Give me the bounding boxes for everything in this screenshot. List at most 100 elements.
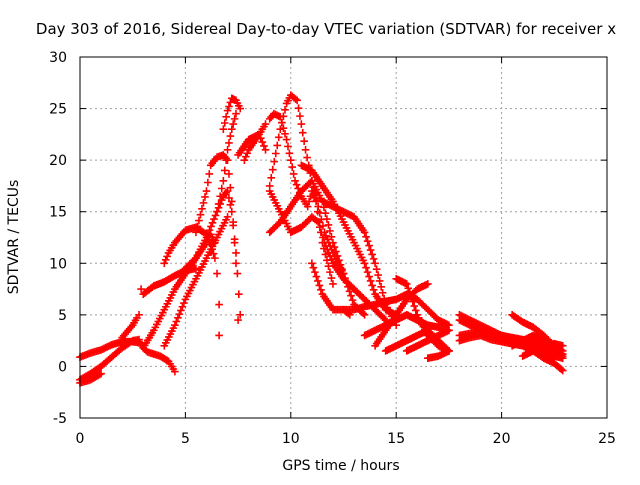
data-series (76, 369, 105, 387)
data-point-plus-marker (377, 283, 385, 291)
data-series (265, 187, 390, 324)
data-point-plus-marker (558, 366, 567, 375)
data-point-plus-marker (199, 199, 208, 207)
data-point-plus-marker (267, 174, 276, 182)
data-point-plus-marker (309, 263, 318, 272)
data-point-plus-marker (305, 197, 313, 206)
data-point-plus-marker (232, 259, 240, 268)
data-points (76, 91, 567, 387)
data-point-plus-marker (303, 202, 312, 211)
data-point-plus-marker (202, 187, 211, 195)
data-point-plus-marker (321, 209, 330, 217)
data-point-plus-marker (308, 259, 316, 268)
data-point-plus-marker (330, 243, 339, 251)
plot-frame (79, 56, 608, 419)
data-point-plus-marker (208, 245, 216, 253)
data-point-plus-marker (301, 146, 310, 154)
data-point-plus-marker (294, 104, 303, 113)
data-point-plus-marker (276, 125, 285, 133)
data-point-plus-marker (374, 271, 382, 279)
data-point-plus-marker (220, 119, 229, 127)
data-point-plus-marker (338, 265, 346, 273)
data-point-plus-marker (261, 146, 270, 154)
data-point-plus-marker (303, 153, 311, 162)
data-point-plus-marker (345, 287, 354, 296)
data-point-plus-marker (278, 118, 286, 127)
data-point-plus-marker (404, 284, 413, 293)
data-point-plus-marker (223, 146, 232, 154)
data-point-plus-marker (205, 170, 214, 178)
data-point-plus-marker (229, 120, 237, 128)
data-point-plus-marker (270, 157, 279, 166)
data-point-plus-marker (324, 262, 333, 271)
x-axis-label: GPS time / hours (282, 458, 399, 474)
data-point-plus-marker (365, 241, 373, 250)
data-point-plus-marker (135, 311, 143, 319)
data-point-plus-marker (319, 233, 327, 242)
data-point-plus-marker (360, 228, 369, 237)
data-point-plus-marker (227, 125, 236, 133)
data-point-plus-marker (201, 193, 209, 201)
data-point-plus-marker (193, 222, 202, 231)
data-series (137, 264, 200, 299)
data-point-plus-marker (271, 149, 280, 158)
data-point-plus-marker (378, 288, 387, 297)
y-tick-label: 0 (58, 359, 67, 375)
data-series (381, 326, 432, 355)
x-tick-label: 10 (282, 431, 300, 447)
data-series (240, 120, 270, 164)
data-series (371, 280, 432, 350)
data-point-plus-marker (196, 210, 205, 219)
data-point-plus-marker (227, 207, 236, 216)
data-point-plus-marker (229, 221, 237, 230)
data-point-plus-marker (341, 274, 349, 282)
data-point-plus-marker (216, 200, 224, 208)
data-point-plus-marker (219, 176, 228, 185)
data-point-plus-marker (219, 125, 228, 133)
data-point-plus-marker (375, 277, 384, 285)
data-point-plus-marker (236, 104, 245, 113)
data-point-plus-marker (230, 115, 239, 123)
data-point-plus-marker (97, 369, 105, 378)
data-point-plus-marker (225, 170, 233, 178)
y-tick-label: -5 (53, 411, 67, 427)
data-point-plus-marker (279, 124, 288, 132)
data-point-plus-marker (258, 138, 267, 146)
data-point-plus-marker (558, 352, 567, 360)
data-point-plus-marker (213, 207, 221, 216)
data-point-plus-marker (268, 165, 277, 174)
data-point-plus-marker (360, 259, 369, 268)
data-point-plus-marker (233, 269, 242, 278)
data-point-plus-marker (335, 256, 343, 265)
data-point-plus-marker (215, 300, 223, 309)
data-point-plus-marker (225, 139, 233, 147)
data-series (192, 151, 242, 324)
data-point-plus-marker (223, 106, 232, 115)
data-point-plus-marker (366, 277, 375, 285)
data-point-plus-marker (363, 268, 372, 276)
data-point-plus-marker (293, 96, 301, 105)
data-point-plus-marker (232, 109, 240, 118)
data-point-plus-marker (291, 176, 299, 185)
data-point-plus-marker (372, 265, 381, 273)
data-point-plus-marker (281, 106, 289, 114)
data-point-plus-marker (296, 112, 304, 120)
data-point-plus-marker (282, 135, 291, 144)
data-point-plus-marker (365, 272, 373, 281)
x-tick-label: 20 (493, 431, 511, 447)
data-point-plus-marker (371, 259, 379, 268)
data-point-plus-marker (333, 252, 342, 260)
data-point-plus-marker (344, 283, 352, 291)
data-point-plus-marker (497, 336, 506, 345)
data-series (213, 187, 245, 319)
data-point-plus-marker (288, 163, 297, 171)
data-series (181, 230, 223, 340)
data-point-plus-marker (314, 277, 322, 285)
data-point-plus-marker (297, 120, 306, 128)
data-point-plus-marker (317, 228, 326, 237)
grid-lines (80, 57, 607, 418)
data-point-plus-marker (274, 133, 283, 142)
data-point-plus-marker (261, 120, 270, 128)
